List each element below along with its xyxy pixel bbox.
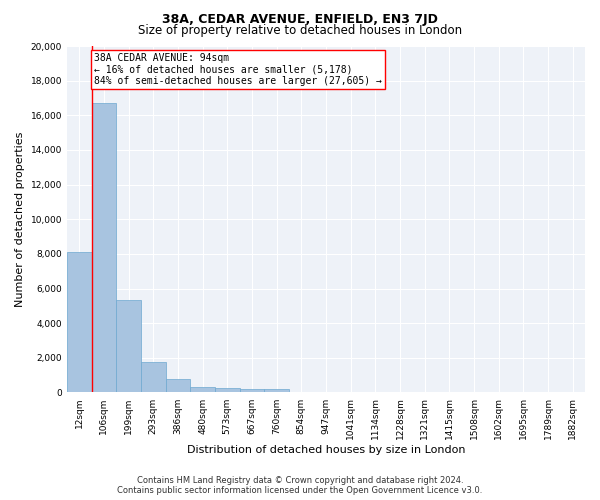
Bar: [215, 388, 239, 392]
Bar: [166, 380, 190, 392]
Text: 38A CEDAR AVENUE: 94sqm
← 16% of detached houses are smaller (5,178)
84% of semi: 38A CEDAR AVENUE: 94sqm ← 16% of detache…: [94, 53, 382, 86]
Bar: [67, 252, 92, 392]
Bar: [190, 386, 215, 392]
X-axis label: Distribution of detached houses by size in London: Distribution of detached houses by size …: [187, 445, 465, 455]
Text: Size of property relative to detached houses in London: Size of property relative to detached ho…: [138, 24, 462, 37]
Bar: [264, 389, 289, 392]
Y-axis label: Number of detached properties: Number of detached properties: [15, 132, 25, 307]
Bar: [116, 300, 141, 392]
Text: Contains HM Land Registry data © Crown copyright and database right 2024.
Contai: Contains HM Land Registry data © Crown c…: [118, 476, 482, 495]
Bar: [92, 103, 116, 393]
Bar: [239, 389, 264, 392]
Text: 38A, CEDAR AVENUE, ENFIELD, EN3 7JD: 38A, CEDAR AVENUE, ENFIELD, EN3 7JD: [162, 12, 438, 26]
Bar: [141, 362, 166, 392]
